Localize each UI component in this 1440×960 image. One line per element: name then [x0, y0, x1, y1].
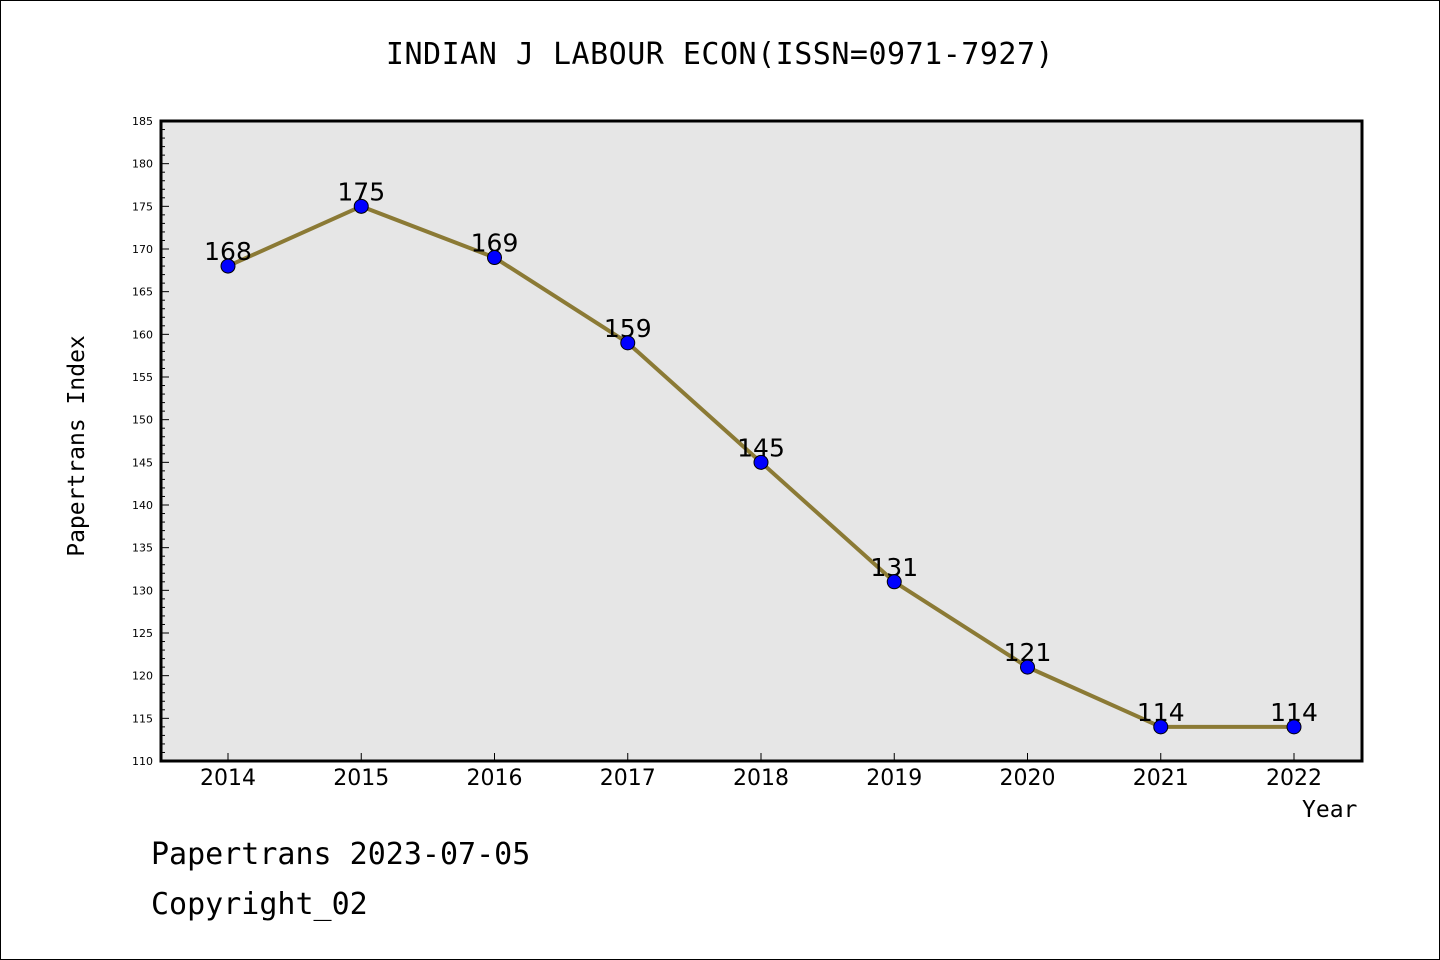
y-tick-label: 135 — [132, 542, 153, 555]
y-tick-label: 110 — [132, 755, 153, 768]
y-tick-label: 125 — [132, 627, 153, 640]
data-point — [1153, 719, 1169, 735]
x-tick-label: 2014 — [200, 766, 256, 791]
y-tick-label: 145 — [132, 456, 153, 469]
x-tick-label: 2020 — [1000, 766, 1056, 791]
footer-copyright: Copyright_02 — [151, 887, 368, 922]
y-tick-label: 160 — [132, 328, 153, 341]
data-point — [353, 198, 369, 214]
y-tick-label: 120 — [132, 670, 153, 683]
y-tick-label: 155 — [132, 371, 153, 384]
y-tick-label: 115 — [132, 712, 153, 725]
x-tick-label: 2022 — [1266, 766, 1322, 791]
x-tick-label: 2018 — [733, 766, 789, 791]
y-tick-label: 185 — [132, 115, 153, 128]
data-point — [753, 454, 769, 470]
footer-date: Papertrans 2023-07-05 — [151, 837, 531, 872]
x-axis-label: Year — [1302, 797, 1358, 823]
y-tick-label: 175 — [132, 200, 153, 213]
y-tick-label: 150 — [132, 414, 153, 427]
y-tick-label: 140 — [132, 499, 153, 512]
data-point — [886, 574, 902, 590]
x-tick-label: 2015 — [333, 766, 389, 791]
plot-area — [159, 119, 1364, 763]
data-point — [1020, 659, 1035, 675]
chart-title: INDIAN J LABOUR ECON(ISSN=0971-7927) — [385, 37, 1055, 72]
y-tick-label: 165 — [132, 286, 153, 299]
x-tick-label: 2021 — [1133, 766, 1189, 791]
x-tick-label: 2017 — [600, 766, 656, 791]
data-point — [1286, 719, 1302, 735]
y-tick-label: 130 — [132, 584, 153, 597]
y-tick-label: 180 — [132, 158, 153, 171]
data-point — [220, 258, 236, 274]
data-point — [620, 335, 636, 351]
data-point — [487, 250, 502, 266]
x-tick-label: 2019 — [866, 766, 922, 791]
y-tick-label: 170 — [132, 243, 153, 256]
x-tick-label: 2016 — [467, 766, 523, 791]
